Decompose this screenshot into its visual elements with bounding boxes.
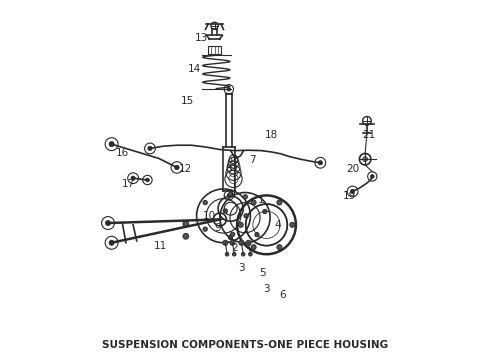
- Circle shape: [228, 235, 233, 239]
- Text: 19: 19: [343, 191, 356, 201]
- Bar: [208, 46, 221, 54]
- Circle shape: [225, 252, 229, 256]
- Circle shape: [370, 175, 374, 178]
- Circle shape: [243, 195, 247, 199]
- Circle shape: [230, 232, 235, 237]
- Text: 8: 8: [225, 164, 232, 174]
- Circle shape: [131, 176, 135, 180]
- Circle shape: [223, 209, 227, 213]
- Circle shape: [242, 252, 245, 256]
- Circle shape: [109, 240, 114, 245]
- Circle shape: [203, 201, 207, 205]
- Circle shape: [248, 252, 252, 256]
- Circle shape: [228, 192, 233, 197]
- Circle shape: [244, 214, 248, 218]
- Circle shape: [290, 222, 295, 227]
- Text: 11: 11: [154, 241, 168, 251]
- Text: 12: 12: [179, 164, 193, 174]
- Text: 20: 20: [346, 164, 359, 174]
- Circle shape: [183, 233, 189, 239]
- Circle shape: [318, 161, 322, 165]
- Text: 5: 5: [259, 268, 266, 278]
- Text: 2: 2: [231, 243, 238, 253]
- Text: 7: 7: [249, 155, 255, 165]
- Text: 6: 6: [279, 291, 286, 301]
- Circle shape: [183, 221, 189, 226]
- Circle shape: [146, 178, 149, 182]
- Text: 3: 3: [263, 284, 270, 294]
- Text: 10: 10: [202, 211, 216, 221]
- Text: 3: 3: [238, 263, 245, 273]
- Circle shape: [148, 146, 152, 150]
- Text: 13: 13: [195, 33, 208, 43]
- Circle shape: [227, 194, 231, 197]
- Circle shape: [238, 222, 243, 227]
- Circle shape: [230, 240, 235, 245]
- Text: 21: 21: [362, 130, 375, 140]
- Text: 18: 18: [265, 130, 278, 140]
- Circle shape: [277, 245, 282, 250]
- Circle shape: [232, 252, 236, 256]
- Circle shape: [223, 240, 228, 245]
- Circle shape: [263, 210, 267, 213]
- Text: 17: 17: [122, 179, 135, 189]
- Circle shape: [251, 200, 256, 205]
- Circle shape: [251, 245, 256, 250]
- Circle shape: [174, 165, 179, 170]
- Circle shape: [246, 240, 251, 245]
- Text: 14: 14: [188, 64, 201, 74]
- Circle shape: [255, 233, 259, 237]
- Text: 15: 15: [181, 96, 194, 106]
- Circle shape: [350, 189, 355, 194]
- Text: 1: 1: [258, 195, 265, 205]
- Circle shape: [109, 141, 114, 147]
- Text: SUSPENSION COMPONENTS-ONE PIECE HOUSING: SUSPENSION COMPONENTS-ONE PIECE HOUSING: [102, 340, 388, 350]
- Circle shape: [363, 157, 368, 162]
- Circle shape: [203, 227, 207, 231]
- Circle shape: [239, 240, 244, 245]
- Text: 9: 9: [215, 224, 221, 233]
- Text: 16: 16: [116, 148, 129, 158]
- Text: 4: 4: [274, 220, 281, 230]
- Circle shape: [277, 200, 282, 205]
- Circle shape: [105, 220, 111, 226]
- Circle shape: [227, 87, 231, 91]
